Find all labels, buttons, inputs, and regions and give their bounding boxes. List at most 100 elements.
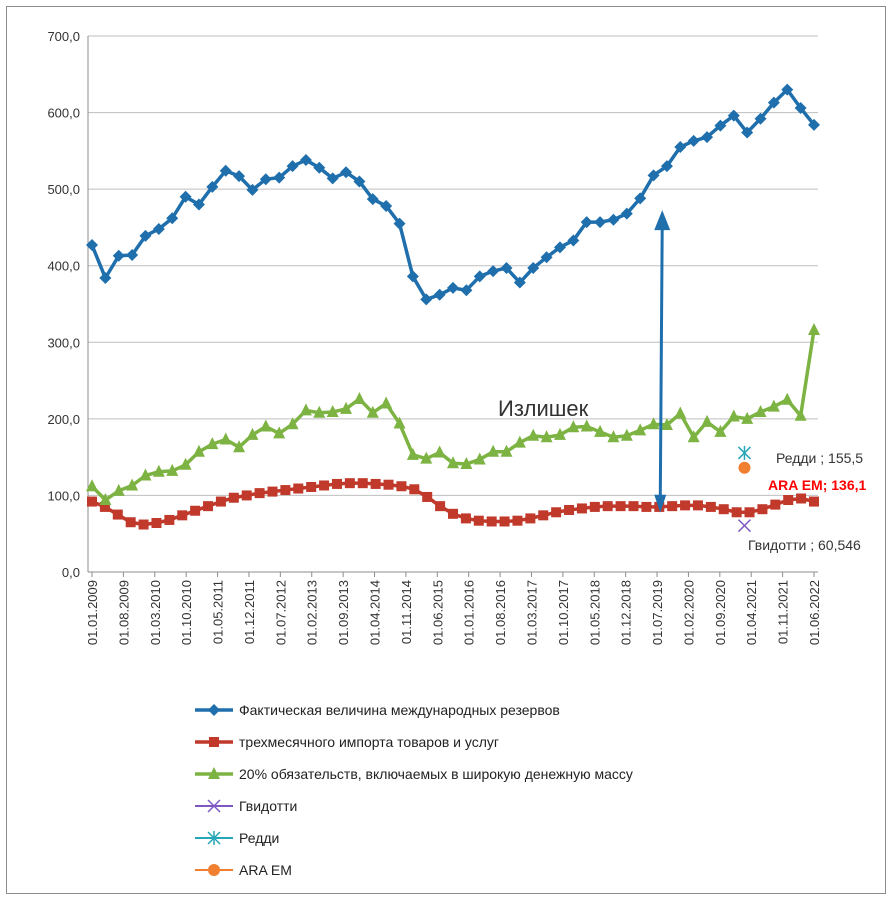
x-tick-label: 01.04.2014: [368, 580, 383, 645]
data-point-series-3: [353, 391, 366, 404]
data-point-series-2: [770, 499, 781, 510]
data-point-series-3: [687, 430, 700, 443]
data-point-series-2: [112, 509, 123, 520]
data-point-series-1: [366, 193, 379, 206]
data-point-series-2: [164, 514, 175, 525]
data-point-series-3: [99, 493, 112, 506]
data-point-series-3: [767, 399, 780, 412]
data-point-series-1: [112, 249, 125, 262]
data-point-series-3: [567, 420, 580, 433]
data-point-series-1: [594, 216, 607, 229]
x-tick-label: 01.03.2010: [148, 580, 163, 645]
legend-marker: [207, 799, 221, 813]
data-point-series-2: [422, 491, 433, 502]
data-point-series-1: [353, 175, 366, 188]
data-point-series-3: [406, 447, 419, 460]
data-point-series-3: [259, 419, 272, 432]
data-point-series-2: [435, 501, 446, 512]
data-point-series-1: [86, 239, 98, 252]
data-point-series-2: [177, 510, 188, 521]
chart-frame: [6, 6, 886, 894]
data-point-series-3: [727, 409, 740, 422]
x-tick-label: 01.05.2018: [587, 580, 602, 645]
single-points: [737, 445, 752, 533]
data-point-series-3: [433, 445, 446, 458]
data-point-series-1: [192, 198, 205, 211]
data-point-series-1: [179, 190, 192, 203]
data-point-series-1: [754, 112, 767, 125]
data-point-series-3: [340, 401, 353, 414]
data-point-series-1: [447, 281, 459, 294]
data-point-series-3: [701, 414, 714, 427]
y-tick-label: 200,0: [47, 412, 80, 427]
annotation-ara-em: ARA EM; 136,1: [768, 477, 867, 493]
data-point-series-3: [808, 323, 820, 336]
data-point-series-2: [267, 486, 278, 497]
data-point-series-2: [370, 478, 381, 489]
legend-marker: [209, 737, 219, 747]
data-point-series-3: [540, 430, 553, 443]
data-point-series-1: [540, 251, 553, 264]
x-tick-label: 01.08.2016: [493, 580, 508, 645]
gridlines: [88, 35, 818, 573]
data-point-series-1: [674, 141, 687, 154]
data-point-series-3: [233, 440, 246, 453]
y-tick-label: 500,0: [47, 182, 80, 197]
data-point-series-2: [344, 478, 355, 489]
data-point-series-1: [380, 199, 393, 212]
data-point-series-2: [138, 519, 149, 530]
data-point-series-3: [553, 427, 566, 440]
annotation-excess: Излишек: [498, 396, 589, 421]
data-point-series-2: [293, 483, 304, 494]
data-point-series-3: [741, 411, 754, 424]
data-point-series-1: [527, 262, 540, 275]
data-point-series-2: [667, 501, 678, 512]
data-point-series-2: [796, 493, 807, 504]
data-point-series-2: [538, 510, 549, 521]
data-point-series-1: [794, 101, 807, 114]
data-point-series-1: [433, 288, 446, 301]
x-tick-label: 01.11.2021: [776, 580, 791, 644]
data-point-series-3: [393, 416, 406, 429]
data-point-series-1: [634, 192, 647, 205]
data-point-series-1: [233, 170, 246, 183]
data-point-series-1: [139, 229, 152, 242]
data-point-series-3: [152, 464, 165, 477]
data-point-series-2: [254, 488, 265, 499]
data-point-series-2: [151, 517, 162, 528]
data-point-series-2: [551, 507, 562, 518]
data-point-series-2: [409, 484, 420, 495]
x-tick-label: 01.01.2016: [462, 580, 477, 645]
x-tick-label: 01.05.2011: [211, 580, 226, 644]
data-point-series-3: [192, 444, 205, 457]
data-point-series-2: [357, 478, 368, 489]
legend-marker: [208, 864, 220, 876]
data-point-series-2: [241, 490, 252, 501]
data-point-series-2: [576, 503, 587, 514]
point-Редди: [737, 445, 752, 460]
data-point-series-3: [366, 405, 379, 418]
point-ARA EM: [738, 461, 751, 474]
data-point-series-2: [757, 504, 768, 515]
x-axis: 01.01.2009 01.08.2009 01.03.2010 01.10.2010…: [85, 571, 822, 645]
data-point-series-1: [246, 183, 259, 196]
series-line-3: [90, 329, 816, 502]
data-point-series-1: [808, 118, 820, 131]
data-point-series-3: [420, 451, 433, 464]
data-point-series-2: [87, 496, 97, 507]
data-point-series-2: [744, 507, 755, 518]
data-point-series-3: [126, 478, 139, 491]
x-tick-label: 01.09.2020: [713, 580, 728, 645]
data-point-series-3: [179, 457, 192, 470]
data-point-series-3: [794, 408, 807, 421]
data-point-series-2: [809, 496, 819, 507]
data-point-series-2: [680, 500, 691, 511]
data-point-series-1: [567, 234, 580, 247]
series-line-1: [90, 87, 816, 302]
point-Гвидотти: [737, 519, 752, 533]
data-point-series-3: [513, 435, 526, 448]
data-point-series-3: [754, 404, 767, 417]
data-point-series-2: [190, 505, 201, 516]
data-point-series-3: [674, 406, 687, 419]
